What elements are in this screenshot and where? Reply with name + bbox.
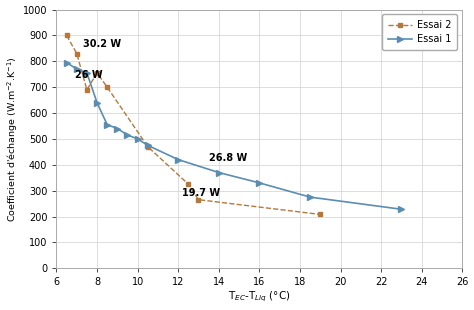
- Essai 2: [64, 33, 70, 37]
- Essai 1: [104, 123, 110, 126]
- Essai 2: [318, 213, 323, 216]
- Essai 2: [196, 198, 201, 202]
- Essai 2: [74, 52, 80, 55]
- Essai 1: [307, 195, 313, 199]
- Text: 30.2 W: 30.2 W: [83, 39, 121, 49]
- Essai 1: [399, 207, 404, 211]
- Essai 1: [115, 127, 120, 131]
- Essai 1: [94, 101, 100, 104]
- Essai 1: [216, 171, 222, 175]
- Text: 19.7 W: 19.7 W: [182, 188, 220, 198]
- Essai 2: [104, 85, 110, 89]
- Essai 1: [74, 67, 80, 71]
- Essai 1: [84, 71, 90, 75]
- Essai 2: [185, 182, 191, 186]
- Essai 1: [135, 137, 140, 141]
- Line: Essai 1: Essai 1: [64, 60, 404, 212]
- Essai 2: [145, 145, 151, 148]
- Essai 1: [145, 144, 151, 147]
- Essai 2: [84, 88, 90, 92]
- Text: 26 W: 26 W: [75, 70, 102, 80]
- Text: 26.8 W: 26.8 W: [209, 153, 247, 163]
- Essai 2: [94, 71, 100, 75]
- X-axis label: T$_{EC}$-T$_{Liq}$ (°C): T$_{EC}$-T$_{Liq}$ (°C): [228, 290, 291, 304]
- Legend: Essai 2, Essai 1: Essai 2, Essai 1: [382, 15, 457, 50]
- Essai 1: [175, 158, 181, 162]
- Essai 1: [125, 133, 130, 137]
- Essai 1: [256, 181, 262, 185]
- Line: Essai 2: Essai 2: [64, 33, 323, 217]
- Essai 1: [64, 61, 70, 64]
- Y-axis label: Coefficient d'échange (W.m$^{-2}$.K$^{-1}$): Coefficient d'échange (W.m$^{-2}$.K$^{-1…: [6, 56, 20, 222]
